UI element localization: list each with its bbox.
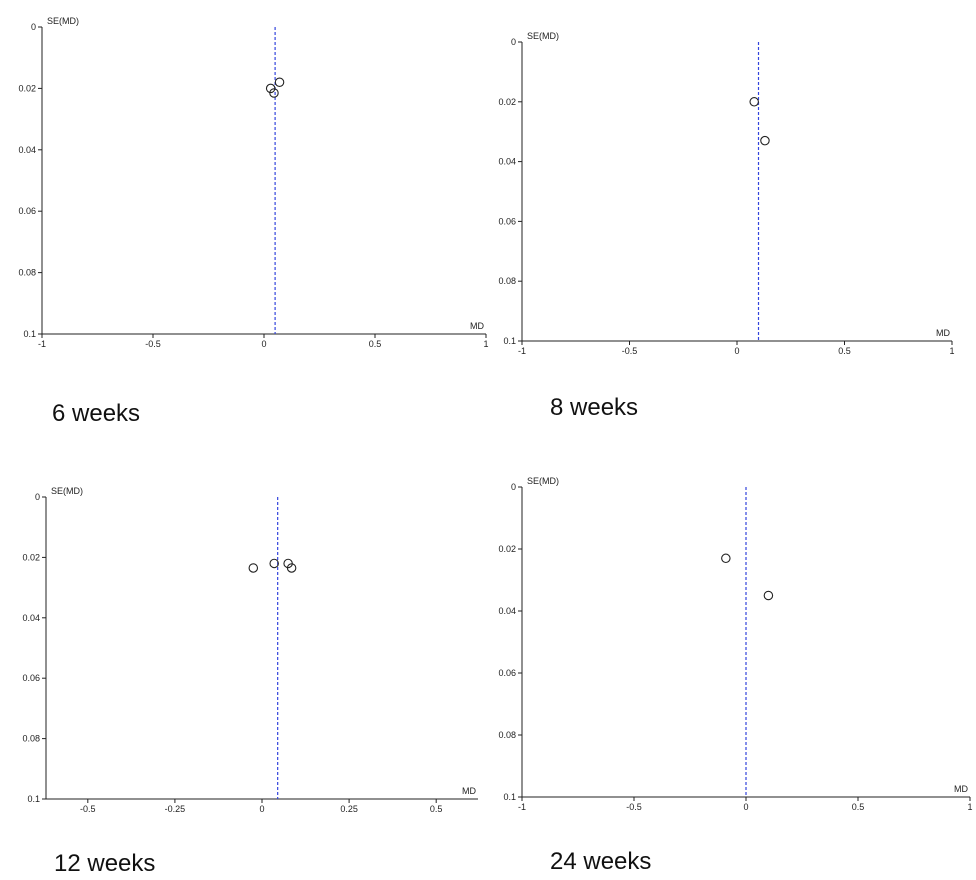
study-point [763, 590, 774, 601]
y-tick-label: 0 [511, 37, 516, 47]
y-tick-label: 0.1 [23, 329, 36, 339]
y-tick-label: 0.04 [18, 145, 36, 155]
y-tick-label: 0.04 [498, 606, 516, 616]
caption-24-weeks: 24 weeks [550, 848, 652, 875]
x-tick-label: -1 [518, 346, 526, 356]
y-axis-title: SE(MD) [527, 31, 559, 41]
study-point [760, 135, 770, 146]
y-tick-label: 0.04 [22, 613, 40, 623]
x-tick-label: -0.25 [165, 804, 186, 814]
x-tick-label: 0 [261, 339, 266, 349]
x-tick-label: -0.5 [80, 804, 96, 814]
study-point [269, 558, 279, 569]
y-tick-label: 0.1 [503, 792, 516, 802]
study-point [274, 77, 285, 88]
y-tick-label: 0.1 [503, 336, 516, 346]
y-tick-label: 0.04 [498, 157, 516, 167]
y-tick-label: 0.06 [22, 673, 40, 683]
y-tick-label: 0.08 [498, 276, 516, 286]
caption-12-weeks: 12 weeks [54, 850, 156, 877]
x-tick-label: -1 [518, 802, 526, 812]
x-axis-title: MD [954, 784, 968, 794]
x-tick-label: -0.5 [626, 802, 642, 812]
x-tick-label: 0.25 [340, 804, 358, 814]
y-axis-title: SE(MD) [47, 16, 79, 26]
y-tick-label: 0.02 [498, 97, 516, 107]
caption-8-weeks: 8 weeks [550, 394, 639, 421]
x-tick-label: 0.5 [838, 346, 851, 356]
y-tick-label: 0.06 [18, 206, 36, 216]
study-point [286, 563, 297, 573]
x-tick-label: 0.5 [852, 802, 865, 812]
x-tick-label: -0.5 [145, 339, 161, 349]
y-axis-title: SE(MD) [51, 486, 83, 496]
y-tick-label: 0 [35, 492, 40, 502]
y-tick-label: 0.06 [498, 216, 516, 226]
x-axis-title: MD [936, 328, 950, 338]
y-tick-label: 0.02 [18, 83, 36, 93]
x-tick-label: 1 [483, 339, 488, 349]
y-axis-title: SE(MD) [527, 476, 559, 486]
x-tick-label: -0.5 [622, 346, 638, 356]
caption-6-weeks: 6 weeks [52, 400, 141, 427]
x-tick-label: 1 [967, 802, 972, 812]
y-tick-label: 0 [511, 482, 516, 492]
x-tick-label: 0 [259, 804, 264, 814]
y-tick-label: 0.02 [498, 544, 516, 554]
y-tick-label: 0.08 [18, 268, 36, 278]
x-axis-title: MD [462, 786, 476, 796]
x-axis-title: MD [470, 321, 484, 331]
x-tick-label: 1 [949, 346, 954, 356]
x-tick-label: 0.5 [369, 339, 382, 349]
y-tick-label: 0.02 [22, 552, 40, 562]
study-point [749, 97, 759, 107]
x-tick-label: 0 [734, 346, 739, 356]
x-tick-label: -1 [38, 339, 46, 349]
y-tick-label: 0.06 [498, 668, 516, 678]
study-point [248, 563, 259, 573]
y-tick-label: 0.1 [27, 794, 40, 804]
study-point [269, 88, 279, 98]
x-tick-label: 0 [743, 802, 748, 812]
study-point [721, 553, 731, 564]
y-tick-label: 0 [31, 22, 36, 32]
y-tick-label: 0.08 [22, 734, 40, 744]
y-tick-label: 0.08 [498, 730, 516, 740]
x-tick-label: 0.5 [430, 804, 443, 814]
